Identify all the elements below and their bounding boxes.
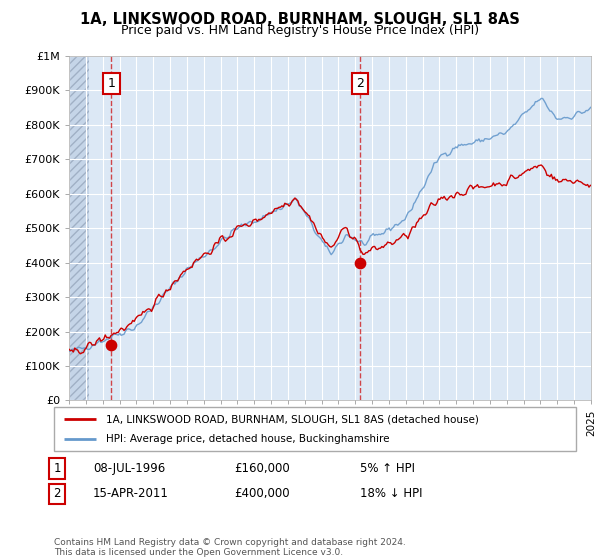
FancyBboxPatch shape [54, 407, 576, 451]
Text: 2: 2 [356, 77, 364, 90]
Point [107, 341, 116, 350]
Text: 18% ↓ HPI: 18% ↓ HPI [360, 487, 422, 501]
Text: 5% ↑ HPI: 5% ↑ HPI [360, 462, 415, 475]
Text: Contains HM Land Registry data © Crown copyright and database right 2024.
This d: Contains HM Land Registry data © Crown c… [54, 538, 406, 557]
Text: £400,000: £400,000 [234, 487, 290, 501]
Text: 1A, LINKSWOOD ROAD, BURNHAM, SLOUGH, SL1 8AS (detached house): 1A, LINKSWOOD ROAD, BURNHAM, SLOUGH, SL1… [106, 414, 479, 424]
Text: 1A, LINKSWOOD ROAD, BURNHAM, SLOUGH, SL1 8AS: 1A, LINKSWOOD ROAD, BURNHAM, SLOUGH, SL1… [80, 12, 520, 27]
Text: £160,000: £160,000 [234, 462, 290, 475]
Text: 1: 1 [107, 77, 115, 90]
Text: HPI: Average price, detached house, Buckinghamshire: HPI: Average price, detached house, Buck… [106, 433, 390, 444]
Text: 1: 1 [53, 462, 61, 475]
Text: 08-JUL-1996: 08-JUL-1996 [93, 462, 165, 475]
Point [355, 258, 365, 267]
Text: 2: 2 [53, 487, 61, 501]
Text: 15-APR-2011: 15-APR-2011 [93, 487, 169, 501]
Text: Price paid vs. HM Land Registry's House Price Index (HPI): Price paid vs. HM Land Registry's House … [121, 24, 479, 37]
